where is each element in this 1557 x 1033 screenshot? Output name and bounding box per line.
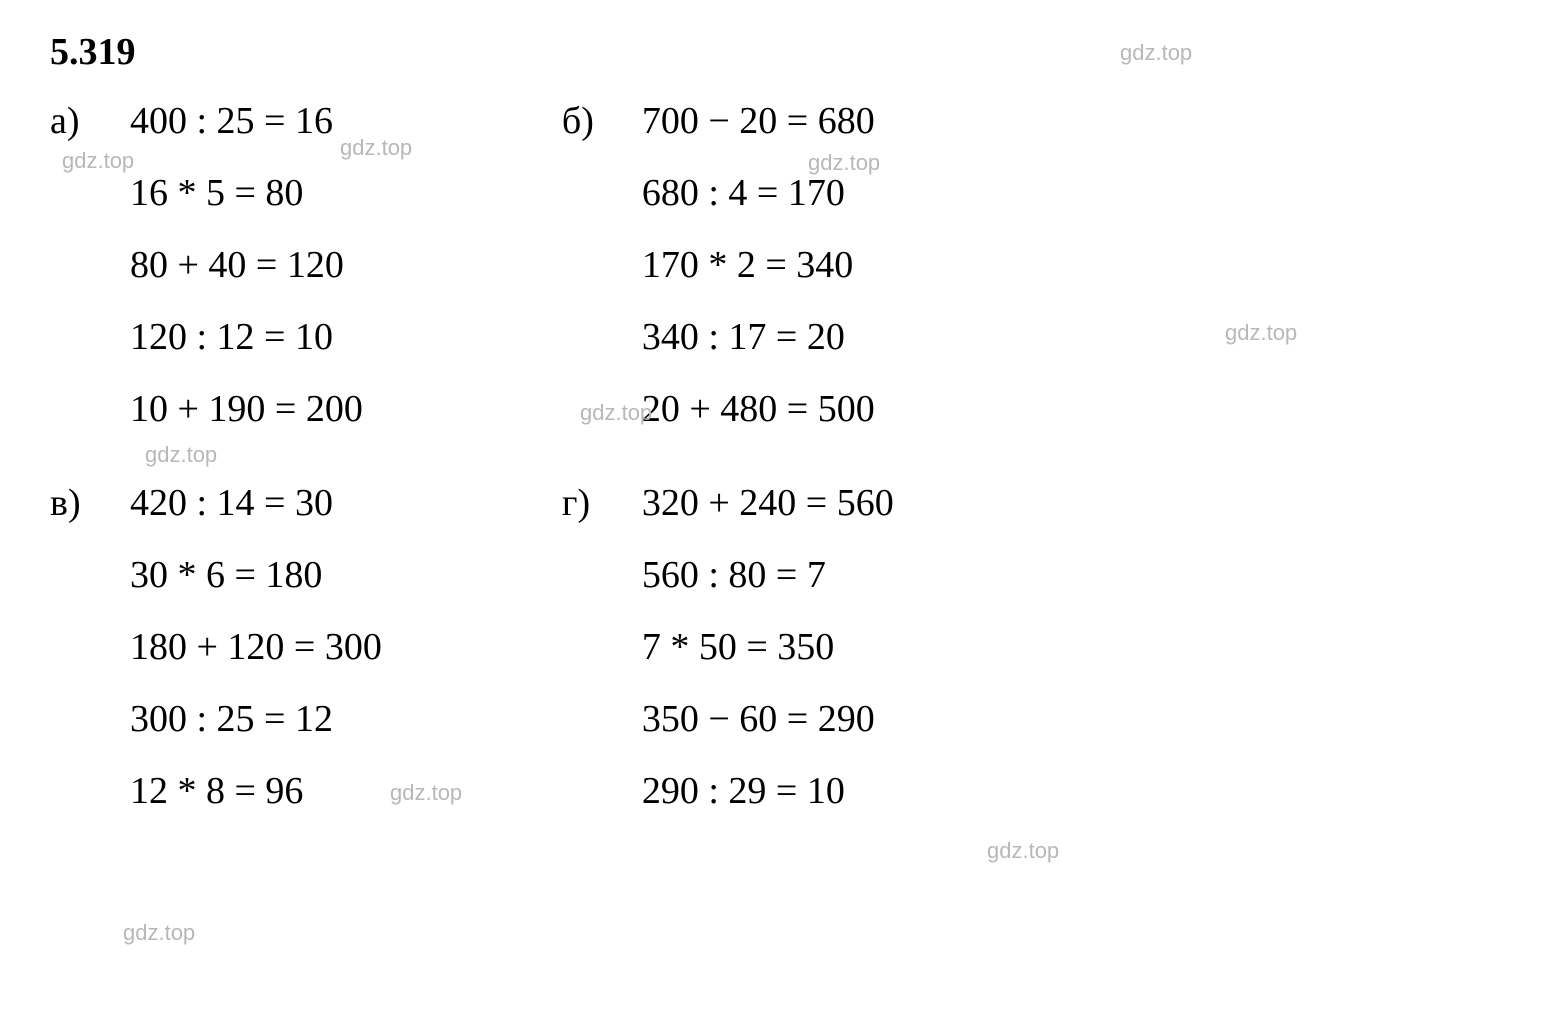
- block-g: г) 320 + 240 = 560 560 : 80 = 7 7 * 50 =…: [562, 481, 894, 813]
- equation-line: 16 * 5 = 80: [130, 171, 363, 215]
- equation-line: 10 + 190 = 200: [130, 387, 363, 431]
- block-b-lines: 700 − 20 = 680 680 : 4 = 170 170 * 2 = 3…: [642, 99, 875, 431]
- block-v: в) 420 : 14 = 30 30 * 6 = 180 180 + 120 …: [50, 481, 382, 813]
- block-a: а) 400 : 25 = 16 16 * 5 = 80 80 + 40 = 1…: [50, 99, 382, 431]
- block-g-label: г): [562, 481, 602, 813]
- watermark-text: gdz.top: [123, 920, 195, 946]
- left-column: а) 400 : 25 = 16 16 * 5 = 80 80 + 40 = 1…: [50, 99, 382, 813]
- equation-line: 80 + 40 = 120: [130, 243, 363, 287]
- block-g-lines: 320 + 240 = 560 560 : 80 = 7 7 * 50 = 35…: [642, 481, 894, 813]
- equation-line: 400 : 25 = 16: [130, 99, 363, 143]
- columns-container: а) 400 : 25 = 16 16 * 5 = 80 80 + 40 = 1…: [50, 99, 1507, 813]
- equation-line: 320 + 240 = 560: [642, 481, 894, 525]
- equation-line: 560 : 80 = 7: [642, 553, 894, 597]
- block-a-lines: 400 : 25 = 16 16 * 5 = 80 80 + 40 = 120 …: [130, 99, 363, 431]
- equation-line: 30 * 6 = 180: [130, 553, 382, 597]
- equation-line: 290 : 29 = 10: [642, 769, 894, 813]
- equation-line: 350 − 60 = 290: [642, 697, 894, 741]
- equation-line: 300 : 25 = 12: [130, 697, 382, 741]
- equation-line: 7 * 50 = 350: [642, 625, 894, 669]
- block-b: б) 700 − 20 = 680 680 : 4 = 170 170 * 2 …: [562, 99, 894, 431]
- equation-line: 180 + 120 = 300: [130, 625, 382, 669]
- equation-line: 700 − 20 = 680: [642, 99, 875, 143]
- equation-line: 12 * 8 = 96: [130, 769, 382, 813]
- block-b-label: б): [562, 99, 602, 431]
- equation-line: 680 : 4 = 170: [642, 171, 875, 215]
- equation-line: 120 : 12 = 10: [130, 315, 363, 359]
- right-column: б) 700 − 20 = 680 680 : 4 = 170 170 * 2 …: [562, 99, 894, 813]
- equation-line: 340 : 17 = 20: [642, 315, 875, 359]
- equation-line: 20 + 480 = 500: [642, 387, 875, 431]
- block-v-label: в): [50, 481, 90, 813]
- equation-line: 420 : 14 = 30: [130, 481, 382, 525]
- problem-number: 5.319: [50, 30, 1507, 74]
- equation-line: 170 * 2 = 340: [642, 243, 875, 287]
- watermark-text: gdz.top: [987, 838, 1059, 864]
- block-v-lines: 420 : 14 = 30 30 * 6 = 180 180 + 120 = 3…: [130, 481, 382, 813]
- block-a-label: а): [50, 99, 90, 431]
